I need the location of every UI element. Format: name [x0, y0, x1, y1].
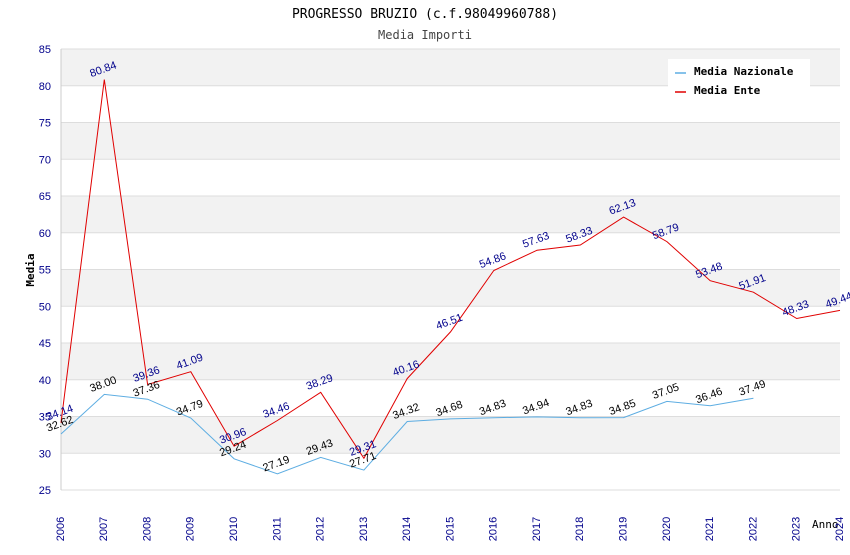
- y-tick-label: 25: [39, 485, 51, 497]
- grid-band: [61, 122, 840, 160]
- grid-band: [61, 306, 840, 343]
- x-tick-label: 2008: [141, 517, 153, 541]
- grid-band: [61, 379, 840, 417]
- x-tick-labels: 2006 2007 2008 2009 2010 2011 2012 2013 2014 2015…: [55, 517, 846, 541]
- x-tick-label: 2022: [747, 517, 759, 541]
- series-line-ente: [60, 79, 841, 460]
- y-tick-label: 85: [39, 44, 51, 56]
- y-tick-label: 45: [39, 338, 51, 350]
- series-line-nazionale: [60, 393, 754, 475]
- x-tick-label: 2014: [401, 517, 413, 541]
- y-tick-label: 80: [39, 81, 51, 93]
- y-tick-label: 30: [39, 448, 51, 460]
- x-tick-label: 2015: [444, 517, 456, 541]
- y-tick-label: 60: [39, 228, 51, 240]
- legend-box: [668, 59, 810, 99]
- grid-band: [61, 269, 840, 307]
- y-tick-label: 55: [39, 265, 51, 277]
- legend-label-nazionale: Media Nazionale: [694, 65, 794, 78]
- x-tick-label: 2009: [185, 517, 197, 541]
- series-lines: [60, 79, 841, 475]
- legend: Media Nazionale Media Ente: [668, 59, 810, 99]
- x-tick-label: 2016: [488, 517, 500, 541]
- x-tick-label: 2020: [661, 517, 673, 541]
- y-tick-label: 40: [39, 375, 51, 387]
- x-tick-label: 2012: [315, 517, 327, 541]
- chart-subtitle: Media Importi: [378, 28, 472, 42]
- y-tick-label: 70: [39, 154, 51, 166]
- grid-band: [61, 159, 840, 196]
- x-axis-label: Anno: [812, 518, 839, 531]
- background-bands: [61, 49, 840, 490]
- y-tick-label: 50: [39, 301, 51, 313]
- y-axis-label: Media: [24, 253, 37, 286]
- x-tick-label: 2024: [834, 517, 846, 541]
- x-tick-label: 2010: [228, 517, 240, 541]
- grid-band: [61, 196, 840, 233]
- x-tick-label: 2019: [618, 517, 630, 541]
- x-tick-label: 2006: [55, 517, 67, 541]
- chart-title: PROGRESSO BRUZIO (c.f.98049960788): [292, 7, 558, 22]
- x-tick-label: 2011: [271, 517, 283, 541]
- grid-band: [61, 232, 840, 270]
- x-tick-label: 2007: [98, 517, 110, 541]
- x-tick-label: 2021: [704, 517, 716, 541]
- legend-label-ente: Media Ente: [694, 84, 761, 97]
- y-tick-label: 35: [39, 412, 51, 424]
- x-tick-label: 2017: [531, 517, 543, 541]
- y-tick-labels: 25 30 35 40 45 50 55 60 65 70 75 80 85: [39, 44, 51, 497]
- grid-band: [61, 453, 840, 490]
- grid-band: [61, 416, 840, 454]
- y-tick-label: 65: [39, 191, 51, 203]
- grid-lines: [60, 48, 840, 491]
- x-tick-label: 2023: [791, 517, 803, 541]
- x-tick-label: 2018: [574, 517, 586, 541]
- y-tick-label: 75: [39, 118, 51, 130]
- x-tick-label: 2013: [358, 517, 370, 541]
- grid-band: [61, 343, 840, 380]
